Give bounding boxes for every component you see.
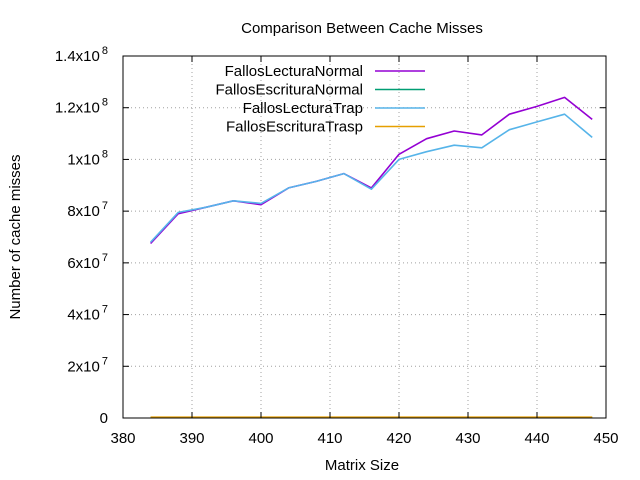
legend-label: FallosLecturaNormal [225,63,363,80]
x-tick-label: 410 [317,430,342,447]
y-tick-label: 1.2x10 8 [55,97,108,117]
plot-frame [122,55,607,419]
y-tick-label: 1.4x10 8 [55,45,108,65]
x-tick-label: 390 [179,430,204,447]
x-tick-label: 400 [248,430,273,447]
x-tick-label: 430 [455,430,480,447]
legend: FallosLecturaNormal FallosEscrituraNormal… [215,63,425,136]
series-line-FallosLecturaNormal [150,96,593,245]
y-tick-label: 6x10 7 [67,252,108,272]
series-lines [150,96,593,419]
x-tick-label: 440 [524,430,549,447]
y-tick-label: 0 [100,410,108,427]
y-axis-label: Number of cache misses [7,154,24,319]
y-tick-label: 2x10 7 [67,355,108,375]
axis-ticks: 380 390 400 410 420 430 440 450 0 2x10 7 4x10 7 6x10 7… [55,45,619,447]
legend-label: FallosEscrituraNormal [215,82,363,99]
series-line-FallosLecturaTrap [150,113,593,243]
legend-label: FallosEscrituraTrasp [226,119,363,136]
y-tick-label: 1x10 8 [67,148,108,168]
x-tick-label: 450 [593,430,618,447]
y-tick-label: 4x10 7 [67,304,108,324]
grid [123,56,606,418]
y-tick-label: 8x10 7 [67,200,108,220]
legend-label: FallosLecturaTrap [243,100,363,117]
x-tick-label: 420 [386,430,411,447]
chart-title: Comparison Between Cache Misses [241,20,483,37]
x-tick-label: 380 [110,430,135,447]
x-axis-label: Matrix Size [325,457,399,474]
